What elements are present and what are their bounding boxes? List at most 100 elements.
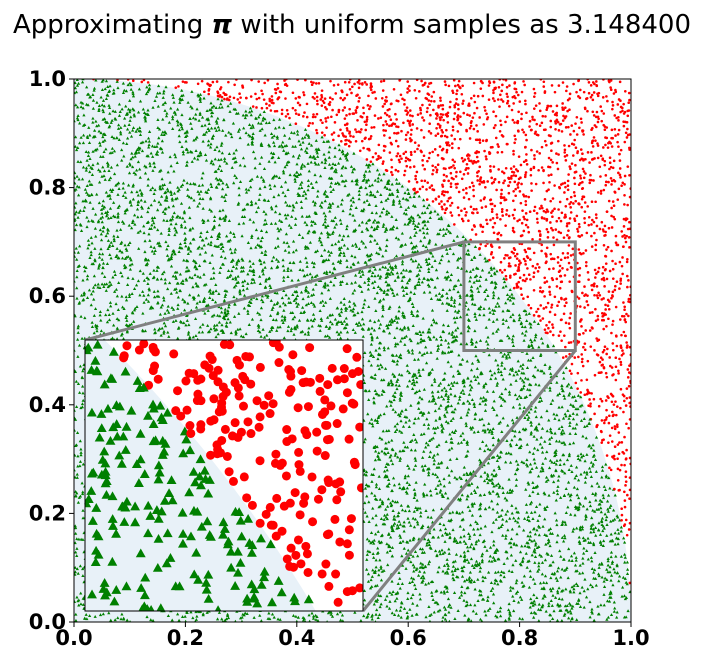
point-inside — [104, 79, 109, 83]
point-inside — [438, 228, 442, 232]
point-outside — [461, 84, 464, 88]
point-inside — [393, 278, 397, 282]
point-inside — [366, 412, 370, 416]
point-outside — [512, 174, 516, 177]
point-inside — [209, 101, 213, 105]
point-inside — [144, 92, 149, 96]
point-inside — [405, 486, 409, 490]
point-inside — [412, 525, 417, 529]
point-inside — [302, 310, 307, 314]
point-inside — [586, 536, 590, 540]
point-inside — [288, 204, 292, 208]
point-inside — [383, 598, 388, 601]
point-inside — [166, 304, 170, 308]
point-inside — [527, 415, 531, 419]
point-outside — [406, 131, 410, 134]
point-inside — [513, 429, 517, 433]
point-inside — [335, 322, 339, 326]
point-inside — [106, 85, 110, 88]
point-outside — [453, 137, 457, 141]
point-inside — [475, 521, 479, 525]
point-inside — [148, 272, 152, 275]
point-inside — [386, 563, 390, 567]
point-inside — [371, 355, 376, 358]
point-outside — [443, 203, 446, 206]
point-inside — [167, 334, 171, 338]
point-inside — [363, 437, 367, 441]
point-outside — [406, 111, 410, 114]
point-inside — [346, 193, 350, 197]
point-inside — [596, 612, 601, 616]
point-outside — [605, 248, 608, 251]
point-inside — [584, 515, 588, 519]
point-outside — [520, 234, 524, 237]
point-inside — [240, 215, 244, 218]
point-outside — [627, 279, 630, 282]
point-inside — [214, 289, 218, 293]
point-inside — [459, 593, 464, 597]
point-outside — [473, 100, 477, 104]
point-inside — [387, 482, 391, 485]
point-outside — [404, 159, 408, 163]
point-inside — [416, 225, 420, 228]
point-inside — [419, 510, 423, 514]
point-inside — [394, 314, 398, 318]
point-outside — [611, 267, 615, 271]
point-outside — [346, 129, 349, 132]
point-inside — [266, 199, 271, 202]
point-inside — [470, 398, 474, 402]
point-inside — [373, 195, 377, 198]
point-inside — [445, 465, 450, 469]
point-inside — [91, 219, 95, 223]
point-inside — [459, 440, 464, 444]
point-inside — [207, 122, 211, 125]
point-inside — [397, 355, 401, 359]
point-inside — [570, 585, 574, 589]
point-inside — [286, 275, 290, 278]
point-inside — [219, 169, 224, 173]
point-inside — [485, 389, 490, 393]
point-inside — [223, 156, 227, 160]
point-inside — [410, 351, 415, 355]
point-inside — [209, 185, 214, 189]
point-outside — [564, 204, 568, 208]
point-outside — [564, 345, 567, 349]
point-inside — [178, 272, 182, 276]
point-inside — [556, 393, 560, 397]
point-inside — [383, 229, 387, 233]
point-inside — [108, 301, 113, 304]
point-outside — [533, 157, 536, 161]
point-outside — [408, 114, 412, 117]
point-inside — [508, 613, 513, 617]
point-inside — [329, 190, 333, 194]
point-inside — [418, 395, 422, 399]
point-inside — [259, 239, 263, 243]
point-inside — [186, 100, 190, 104]
point-inside — [269, 151, 274, 155]
point-outside — [472, 127, 476, 131]
point-inside — [555, 523, 559, 527]
point-inside — [395, 326, 399, 330]
point-outside — [588, 161, 591, 164]
point-inside — [91, 262, 96, 266]
point-inside — [74, 91, 77, 95]
point-inside — [377, 505, 381, 509]
point-inside — [569, 463, 573, 467]
point-inside — [279, 184, 284, 188]
point-inside — [322, 259, 326, 263]
point-inside — [448, 247, 452, 250]
point-inside — [109, 216, 113, 219]
point-inside — [503, 387, 508, 391]
point-inside — [338, 261, 343, 265]
point-inside — [299, 166, 303, 170]
point-outside — [345, 93, 349, 97]
point-inside — [508, 367, 513, 371]
point-inside — [549, 435, 554, 439]
point-inside — [398, 353, 403, 357]
point-inside — [400, 508, 405, 512]
point-outside — [601, 157, 605, 160]
point-outside — [546, 236, 550, 239]
point-outside — [596, 296, 600, 300]
point-inside — [130, 310, 135, 314]
point-outside — [540, 145, 544, 149]
